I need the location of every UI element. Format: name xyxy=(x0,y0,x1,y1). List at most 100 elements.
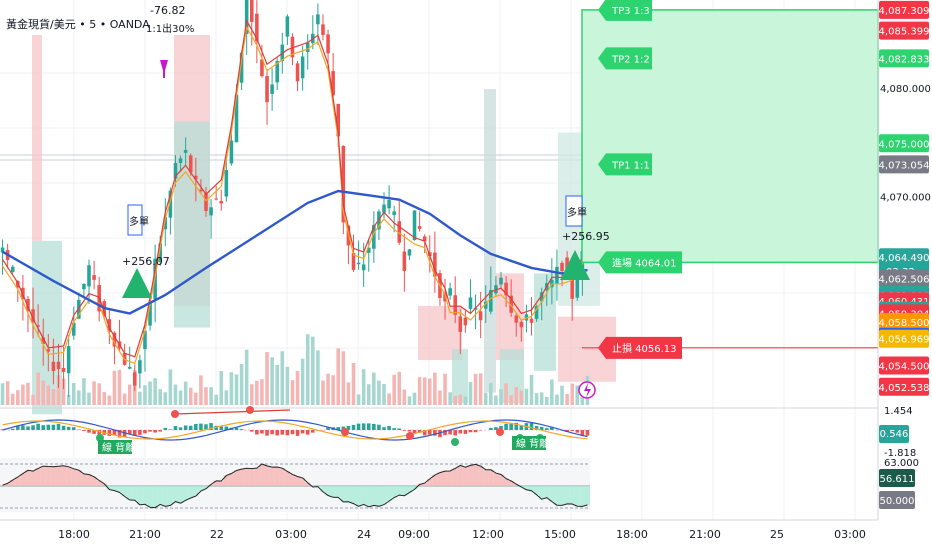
price-tag-label: 4,082.833 xyxy=(879,54,930,65)
oscillator-fill xyxy=(71,469,76,486)
histogram-bar xyxy=(164,428,168,430)
time-tick-label: 21:00 xyxy=(129,528,161,541)
candle-body xyxy=(52,362,56,371)
oscillator-fill xyxy=(331,486,336,497)
histogram-bar xyxy=(138,430,142,435)
time-tick-label: 12:00 xyxy=(472,528,504,541)
candle-body xyxy=(214,199,218,200)
histogram-bar xyxy=(576,430,580,433)
histogram-bar xyxy=(255,430,259,434)
histogram-bar xyxy=(453,430,457,435)
candle-body xyxy=(387,200,391,208)
oscillator-fill xyxy=(392,486,397,497)
histogram-bar xyxy=(464,430,468,434)
oscillator-fill xyxy=(46,467,51,486)
oscillator-fill xyxy=(163,486,168,506)
histogram-bar xyxy=(306,430,310,435)
candle-body xyxy=(408,249,412,255)
candle-body xyxy=(362,264,366,270)
histogram-bar xyxy=(286,430,290,435)
oscillator-fill xyxy=(544,486,549,498)
oscillator-fill xyxy=(585,486,590,505)
symbol-name: 黃金現貨/美元 xyxy=(6,18,76,31)
volume-bar xyxy=(265,352,269,405)
oscillator-fill xyxy=(443,471,448,486)
volume-bar xyxy=(453,396,457,405)
volume-bar xyxy=(494,396,498,405)
volume-bar xyxy=(342,351,346,405)
oscillator-fill xyxy=(51,467,56,486)
volume-bar xyxy=(372,373,376,405)
candle-body xyxy=(265,76,269,102)
oscillator-fill xyxy=(86,475,91,486)
oscillator-fill xyxy=(463,467,468,486)
histogram-bar xyxy=(403,430,407,431)
volume-bar xyxy=(164,392,168,405)
time-tick-label: 18:00 xyxy=(58,528,90,541)
volume-bar xyxy=(41,380,45,405)
histogram-bar xyxy=(270,430,274,434)
time-tick-label: 03:00 xyxy=(834,528,866,541)
histogram-bar xyxy=(41,425,45,430)
oscillator-fill xyxy=(249,469,254,486)
price-tag-label: 4,054.500 xyxy=(879,361,930,372)
histogram-bar xyxy=(67,427,71,430)
price-tag-label: 4,052.538 xyxy=(879,383,930,394)
volume-bar xyxy=(438,391,442,405)
price-tag-label: 4,075.000 xyxy=(879,139,930,150)
histogram-bar xyxy=(291,430,295,434)
symbol-header: 黃金現貨/美元 • 5 • OANDA xyxy=(6,16,150,32)
oscillator-fill xyxy=(132,486,137,500)
histogram-bar xyxy=(199,424,203,430)
histogram-bar xyxy=(240,429,244,430)
candle-body xyxy=(133,372,137,385)
oscillator-fill xyxy=(366,486,371,507)
volume-bar xyxy=(270,357,274,405)
histogram-bar xyxy=(459,430,463,434)
histogram-bar xyxy=(311,430,315,433)
histogram-bar xyxy=(153,430,157,433)
signal-dot xyxy=(171,410,179,418)
volume-bar xyxy=(520,391,524,405)
oscillator-fill xyxy=(320,486,325,492)
trade-profit-label: +256.95 xyxy=(562,230,610,243)
candle-body xyxy=(301,57,305,79)
oscillator-fill xyxy=(346,486,351,502)
time-tick-label: 18:00 xyxy=(616,528,648,541)
volume-bar xyxy=(504,383,508,405)
oscillator-fill xyxy=(468,465,473,486)
oscillator-fill xyxy=(488,470,493,486)
ind2-tick-label: 63.000 xyxy=(884,458,919,469)
volume-bar xyxy=(128,385,132,405)
divergence-label: 線 背離 xyxy=(516,437,549,450)
volume-bar xyxy=(209,387,213,405)
volume-bar xyxy=(448,392,452,405)
volume-bar xyxy=(301,359,305,405)
histogram-bar xyxy=(82,430,86,431)
volume-bar xyxy=(113,371,117,405)
volume-bar xyxy=(509,395,513,405)
oscillator-fill xyxy=(244,468,249,486)
volume-bar xyxy=(47,385,51,405)
zone-box xyxy=(496,273,524,360)
histogram-bar xyxy=(275,430,279,435)
oscillator-fill xyxy=(20,474,25,486)
volume-bar xyxy=(362,369,366,405)
volume-bar xyxy=(72,383,76,405)
histogram-bar xyxy=(428,430,432,435)
divergence-line xyxy=(175,410,290,414)
volume-bar xyxy=(321,381,325,405)
volume-bar xyxy=(153,378,157,405)
volume-bar xyxy=(230,372,234,405)
candle-body xyxy=(418,226,422,229)
oscillator-fill xyxy=(448,471,453,486)
histogram-bar xyxy=(189,426,193,430)
volume-bar xyxy=(336,348,340,405)
signal-dot xyxy=(451,438,459,446)
ind2-tag-label: 50.000 xyxy=(880,496,915,507)
histogram-bar xyxy=(250,430,254,432)
price-tag-label: 4,062.506 xyxy=(879,275,930,286)
oscillator-fill xyxy=(178,486,183,503)
